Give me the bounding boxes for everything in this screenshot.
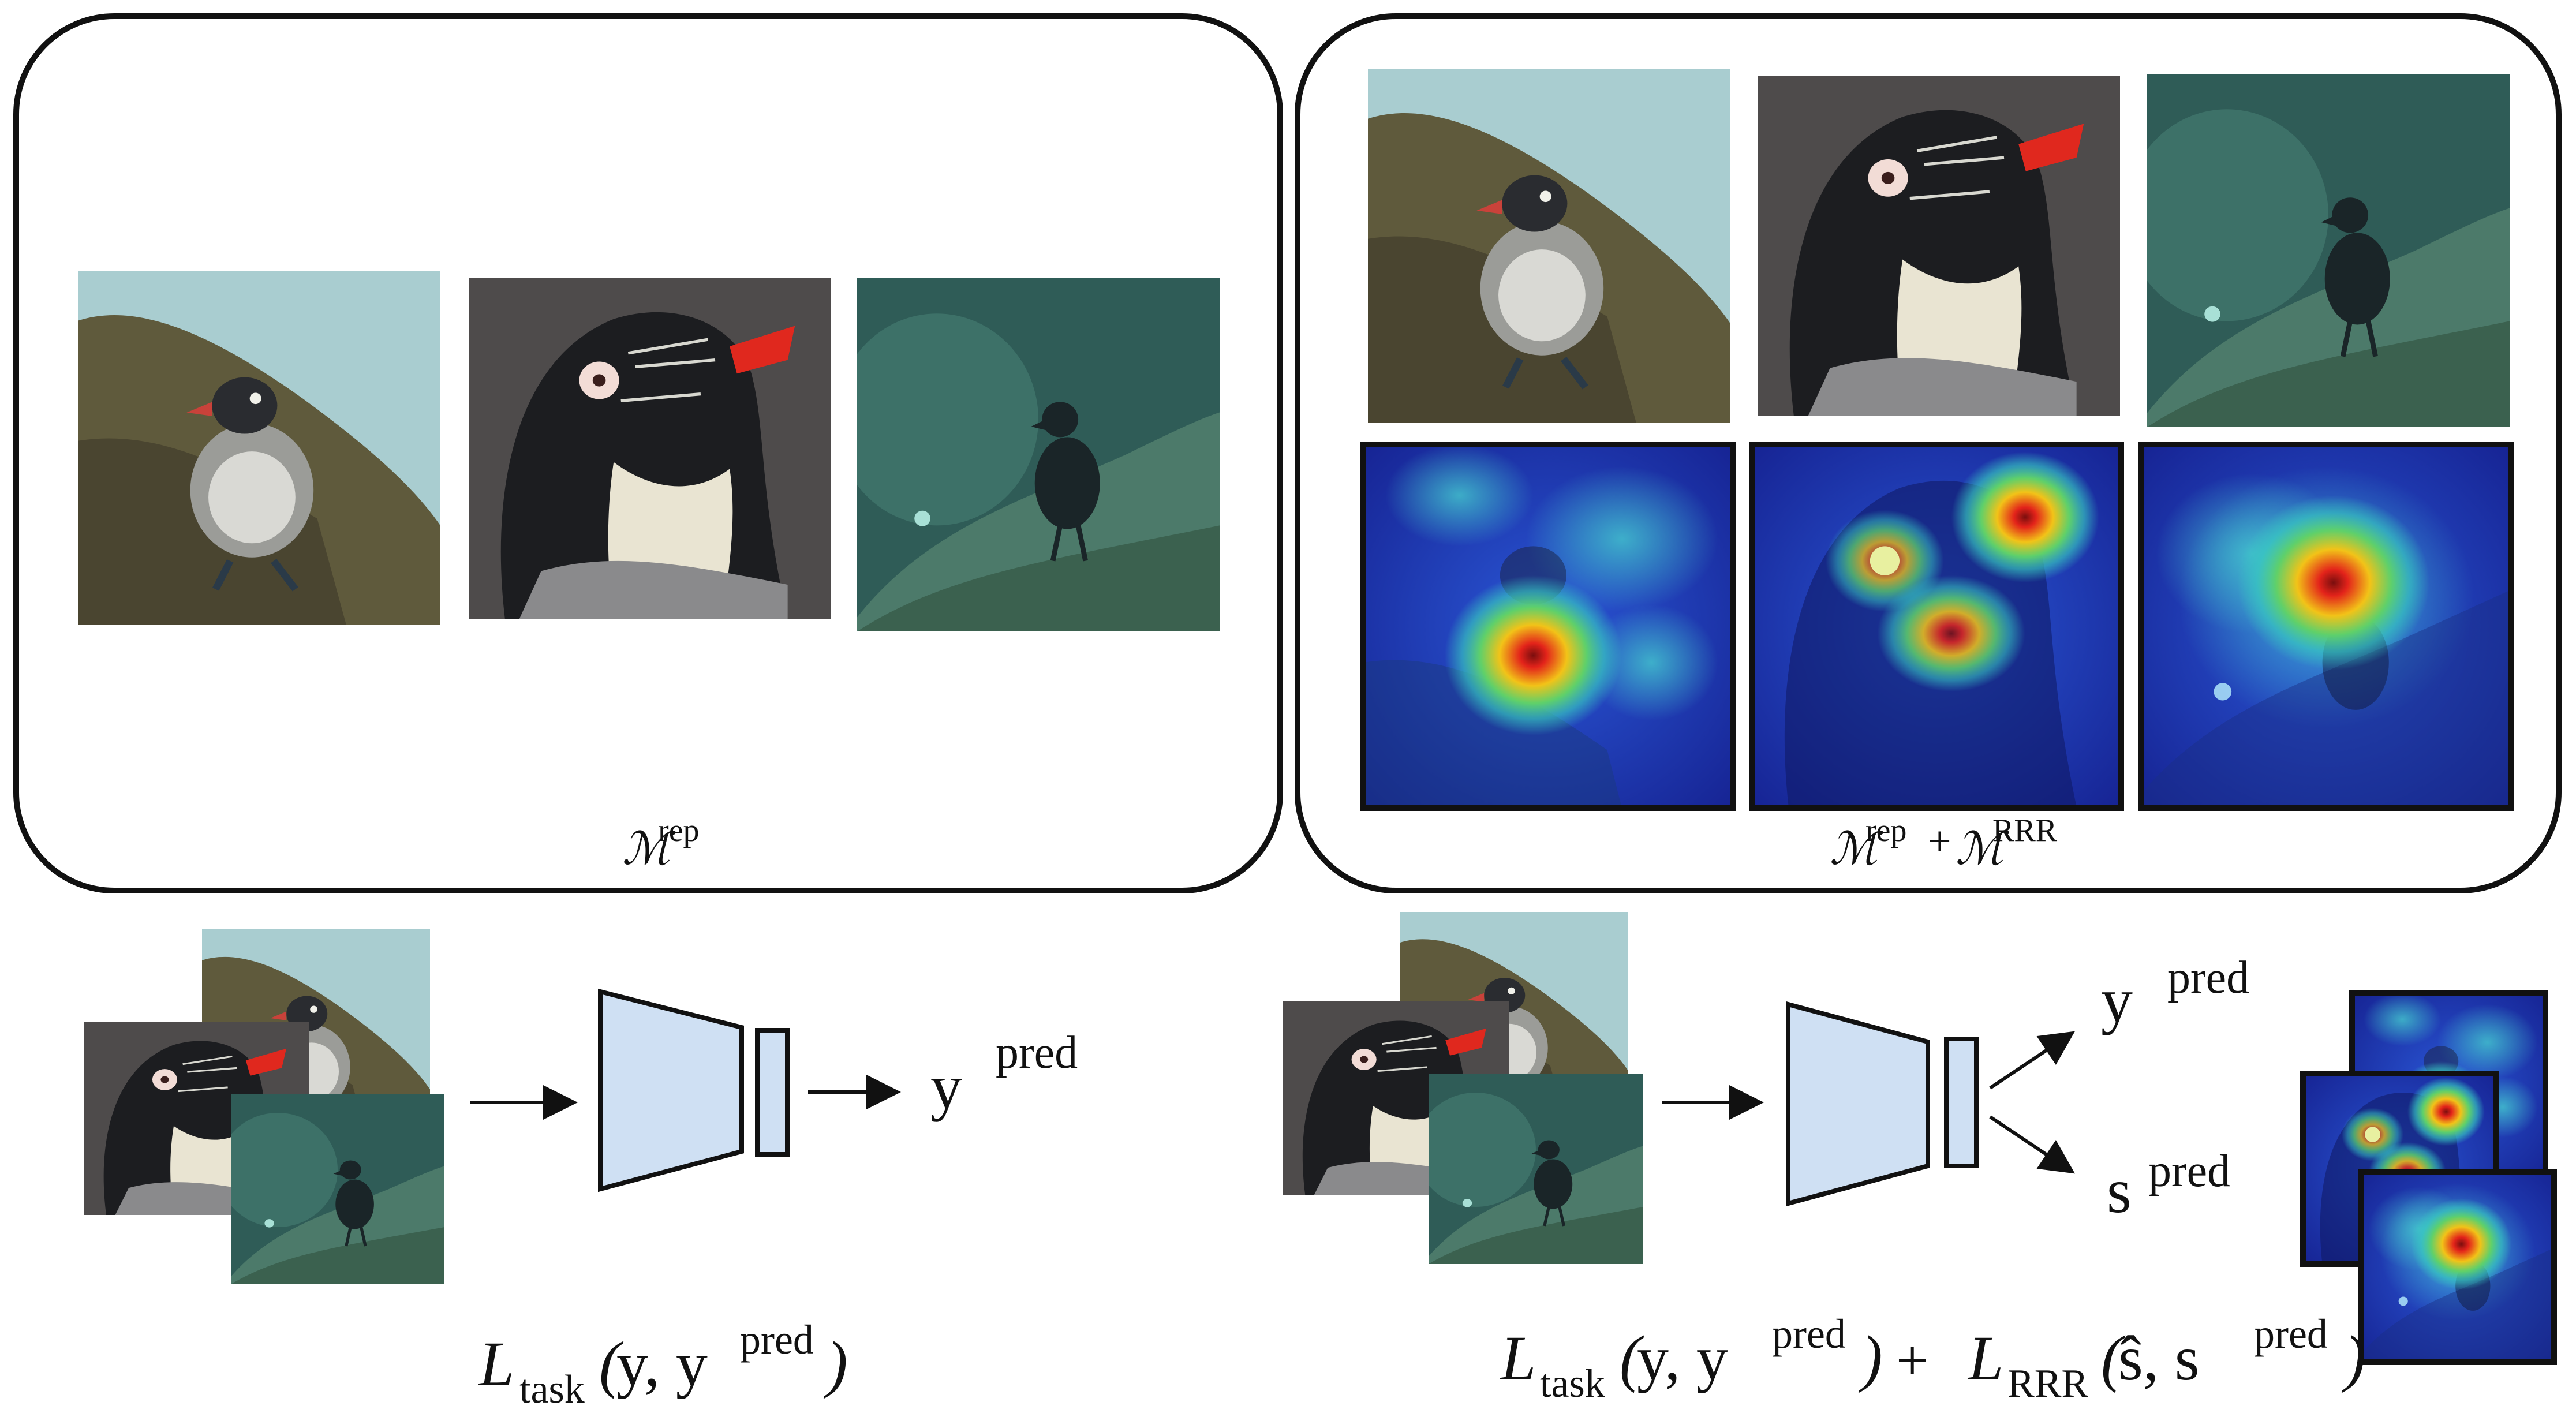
heatmap-frame: [2358, 1169, 2557, 1365]
input-image-stack: [1283, 912, 1643, 1264]
svg-text:L: L: [1967, 1323, 2003, 1393]
svg-text:task: task: [1540, 1362, 1605, 1406]
svg-text:s: s: [2107, 1156, 2132, 1226]
heatmap-frame: [1360, 442, 1736, 811]
svg-text:(: (: [2101, 1323, 2126, 1393]
bird-photo-rock-icon: [78, 271, 440, 625]
svg-text:pred: pred: [2254, 1311, 2328, 1357]
panel-rep-label: ℳ rep: [622, 813, 700, 875]
panel-rep: [13, 13, 1283, 893]
heatmap-frame: [2138, 442, 2514, 811]
saliency-heatmap-teal-icon: [2141, 444, 2511, 808]
svg-text:ℳ: ℳ: [622, 823, 676, 875]
svg-text:y, y: y, y: [616, 1329, 708, 1399]
classifier-head: [755, 1028, 790, 1157]
encoder-model: [1786, 1001, 1930, 1207]
svg-text:rep: rep: [1865, 813, 1907, 848]
svg-text:pred: pred: [1772, 1311, 1846, 1357]
svg-text:pred: pred: [2167, 952, 2249, 1003]
saliency-stack: [2300, 990, 2557, 1365]
loss-task-plus-rrr: L task ( y, y pred ) + L RRR ( ŝ, s pred…: [1500, 1311, 2366, 1406]
svg-text:(: (: [599, 1329, 624, 1399]
svg-text:y, y: y, y: [1637, 1323, 1728, 1393]
input-image-stack: [84, 929, 444, 1284]
panel-rep-rrr: [1295, 13, 2562, 893]
svg-text:RRR: RRR: [2007, 1362, 2088, 1406]
bird-photo-rock-icon: [1368, 69, 1730, 423]
svg-text:RRR: RRR: [1992, 813, 2058, 848]
svg-text:rep: rep: [658, 813, 700, 848]
output-arrow-s: [1989, 1115, 2075, 1174]
output-y-pred: y pred: [2101, 952, 2249, 1035]
encoder-model: [598, 988, 744, 1192]
svg-text:(: (: [1620, 1323, 1644, 1393]
svg-text:): ): [2341, 1323, 2366, 1393]
classifier-head: [1944, 1037, 1979, 1168]
output-arrow-y: [1989, 1031, 2075, 1090]
svg-text:L: L: [478, 1329, 514, 1399]
svg-text:+: +: [1896, 1328, 1928, 1392]
svg-text:): ): [823, 1329, 848, 1399]
svg-text:y: y: [2101, 965, 2133, 1035]
saliency-heatmap-rock-icon: [1363, 444, 1733, 808]
svg-text:pred: pred: [2148, 1146, 2230, 1197]
output-y-pred: y pred: [930, 1027, 1078, 1122]
svg-text:y: y: [930, 1052, 962, 1122]
bird-photo-teal-icon: [2125, 74, 2510, 427]
heatmap-frame: [1749, 442, 2124, 811]
svg-text:): ): [1858, 1323, 1883, 1393]
svg-text:+: +: [1928, 818, 1951, 864]
bird-photo-head-icon: [1758, 76, 2120, 416]
svg-text:pred: pred: [740, 1317, 814, 1363]
bird-photo-teal-icon: [218, 1094, 444, 1284]
bird-photo-head-icon: [469, 278, 831, 619]
panel-rep-rrr-label: ℳ rep + ℳ RRR: [1830, 813, 2058, 875]
svg-text:ℳ: ℳ: [1830, 823, 1884, 875]
svg-text:task: task: [519, 1367, 585, 1412]
loss-task: L task ( y, y pred ): [478, 1317, 848, 1412]
svg-text:ŝ, s: ŝ, s: [2118, 1323, 2200, 1393]
svg-text:L: L: [1500, 1323, 1536, 1393]
bird-photo-teal-icon: [835, 278, 1220, 631]
svg-text:pred: pred: [996, 1027, 1078, 1078]
svg-text:ℳ: ℳ: [1956, 823, 2010, 875]
output-s-pred: s pred: [2107, 1146, 2230, 1226]
saliency-heatmap-head-icon: [1752, 444, 2121, 808]
bird-photo-teal-icon: [1416, 1074, 1643, 1264]
saliency-heatmap-teal-icon: [2361, 1172, 2554, 1362]
